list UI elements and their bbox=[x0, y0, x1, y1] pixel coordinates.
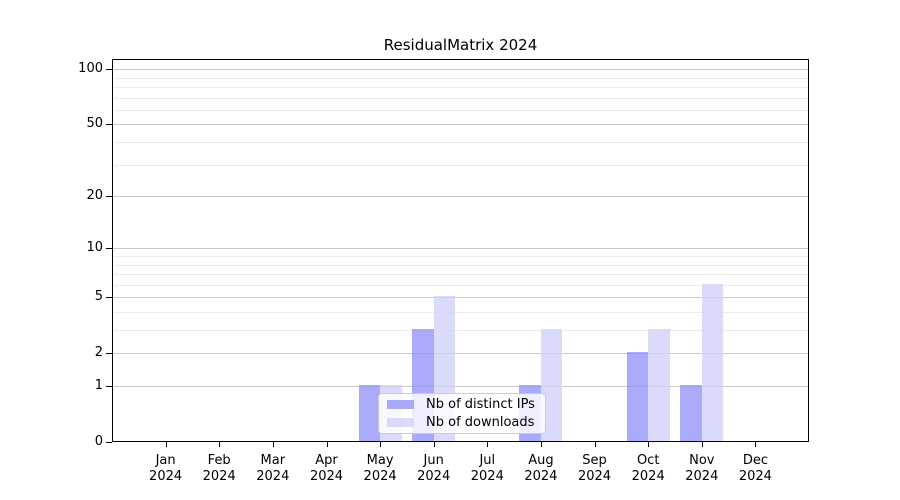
y-tick-mark bbox=[106, 297, 112, 299]
gridline-minor bbox=[113, 87, 808, 88]
gridline-major bbox=[113, 196, 808, 198]
x-tick-label-jul: Jul 2024 bbox=[459, 453, 515, 485]
y-tick-mark bbox=[106, 248, 112, 250]
x-tick-label-year: 2024 bbox=[631, 469, 665, 484]
legend-swatch-distinct-ips-icon bbox=[387, 400, 414, 409]
x-tick-label-dec: Dec 2024 bbox=[727, 453, 783, 485]
x-tick-mark bbox=[272, 442, 274, 447]
x-tick-label-feb: Feb 2024 bbox=[191, 453, 247, 485]
y-tick-label: 20 bbox=[86, 188, 103, 204]
gridline-minor bbox=[113, 77, 808, 79]
legend-label-distinct-ips: Nb of distinct IPs bbox=[426, 397, 535, 412]
legend-item-downloads: Nb of downloads bbox=[387, 415, 537, 430]
gridline-major bbox=[113, 69, 808, 71]
x-tick-label-month: Mar bbox=[260, 453, 286, 468]
x-tick-mark bbox=[326, 442, 328, 447]
y-tick-mark bbox=[106, 124, 112, 126]
x-tick-label-month: Aug bbox=[528, 453, 554, 468]
x-tick-label-month: Dec bbox=[742, 453, 768, 468]
bar-aug-downloads bbox=[540, 329, 563, 441]
y-tick-mark bbox=[106, 386, 112, 387]
x-tick-mark bbox=[540, 442, 542, 447]
y-tick-mark bbox=[106, 353, 112, 355]
gridline-minor bbox=[113, 264, 808, 266]
x-tick-label-year: 2024 bbox=[363, 469, 397, 484]
x-tick-label-year: 2024 bbox=[470, 469, 504, 484]
y-tick-label: 50 bbox=[86, 116, 103, 132]
x-tick-label-mar: Mar 2024 bbox=[245, 453, 301, 485]
y-tick-label: 5 bbox=[94, 289, 103, 305]
x-tick-mark bbox=[755, 442, 757, 447]
y-tick-mark bbox=[106, 196, 112, 198]
x-tick-label-month: Oct bbox=[636, 453, 660, 468]
legend-item-distinct-ips: Nb of distinct IPs bbox=[387, 397, 537, 412]
x-tick-label-oct: Oct 2024 bbox=[620, 453, 676, 485]
x-tick-label-nov: Nov 2024 bbox=[674, 453, 730, 485]
gridline-minor bbox=[113, 274, 808, 275]
bar-nov-distinct-ips bbox=[680, 385, 702, 441]
gridline-major bbox=[113, 248, 808, 250]
bar-nov-downloads bbox=[701, 283, 724, 441]
x-tick-label-year: 2024 bbox=[202, 469, 236, 484]
x-tick-label-jun: Jun 2024 bbox=[406, 453, 462, 485]
x-tick-label-aug: Aug 2024 bbox=[513, 453, 569, 485]
x-tick-mark bbox=[380, 442, 382, 447]
gridline-minor bbox=[113, 164, 808, 166]
x-tick-label-year: 2024 bbox=[309, 469, 344, 484]
x-tick-mark bbox=[433, 442, 435, 447]
x-tick-label-month: Sep bbox=[582, 453, 607, 468]
bar-oct-downloads bbox=[648, 329, 670, 441]
x-tick-mark bbox=[219, 442, 221, 447]
plot-area: Nb of distinct IPs Nb of downloads bbox=[112, 59, 809, 442]
x-tick-label-month: Nov bbox=[689, 453, 715, 468]
y-tick-mark bbox=[106, 69, 112, 71]
y-tick-mark bbox=[106, 442, 112, 443]
gridline-minor bbox=[113, 97, 808, 99]
x-tick-mark bbox=[648, 442, 650, 447]
gridline-minor bbox=[113, 142, 808, 143]
gridline-major bbox=[113, 353, 808, 355]
x-tick-label-sep: Sep 2024 bbox=[567, 453, 623, 485]
x-tick-label-year: 2024 bbox=[685, 469, 719, 484]
x-tick-label-month: Apr bbox=[315, 453, 338, 468]
gridline-major bbox=[113, 386, 808, 387]
y-tick-label: 0 bbox=[94, 434, 103, 449]
x-tick-label-month: May bbox=[366, 453, 394, 468]
legend-label-downloads: Nb of downloads bbox=[426, 415, 535, 430]
x-tick-label-year: 2024 bbox=[149, 469, 183, 484]
x-tick-label-year: 2024 bbox=[256, 469, 290, 484]
legend: Nb of distinct IPs Nb of downloads bbox=[378, 393, 546, 434]
x-tick-label-year: 2024 bbox=[738, 469, 772, 484]
y-tick-label: 10 bbox=[86, 240, 103, 256]
legend-swatch-downloads-icon bbox=[387, 418, 414, 427]
bar-may-distinct-ips bbox=[358, 385, 381, 441]
x-tick-label-month: Feb bbox=[207, 453, 231, 468]
x-tick-label-month: Jan bbox=[155, 453, 176, 468]
x-tick-label-apr: Apr 2024 bbox=[299, 453, 355, 485]
x-tick-label-may: May 2024 bbox=[352, 453, 408, 485]
y-tick-label: 2 bbox=[94, 345, 103, 361]
x-tick-label-month: Jun bbox=[423, 453, 444, 468]
x-tick-mark bbox=[594, 442, 596, 447]
gridline-minor bbox=[113, 256, 808, 257]
gridline-minor bbox=[113, 330, 808, 331]
x-tick-label-month: Jul bbox=[479, 453, 496, 468]
y-tick-label: 100 bbox=[78, 61, 103, 77]
x-tick-label-jan: Jan 2024 bbox=[138, 453, 194, 485]
x-tick-label-year: 2024 bbox=[417, 469, 451, 484]
x-tick-mark bbox=[487, 442, 489, 447]
gridline-minor bbox=[113, 109, 808, 111]
x-tick-label-year: 2024 bbox=[524, 469, 558, 484]
bar-oct-distinct-ips bbox=[626, 352, 649, 441]
x-tick-mark bbox=[701, 442, 703, 447]
x-tick-label-year: 2024 bbox=[577, 469, 612, 484]
chart-title: ResidualMatrix 2024 bbox=[383, 36, 538, 54]
gridline-major bbox=[113, 124, 808, 126]
gridline-minor bbox=[113, 284, 808, 286]
gridline-minor bbox=[113, 312, 808, 313]
x-tick-mark bbox=[165, 442, 167, 447]
gridline-major bbox=[113, 297, 808, 299]
y-tick-label: 1 bbox=[94, 378, 103, 393]
